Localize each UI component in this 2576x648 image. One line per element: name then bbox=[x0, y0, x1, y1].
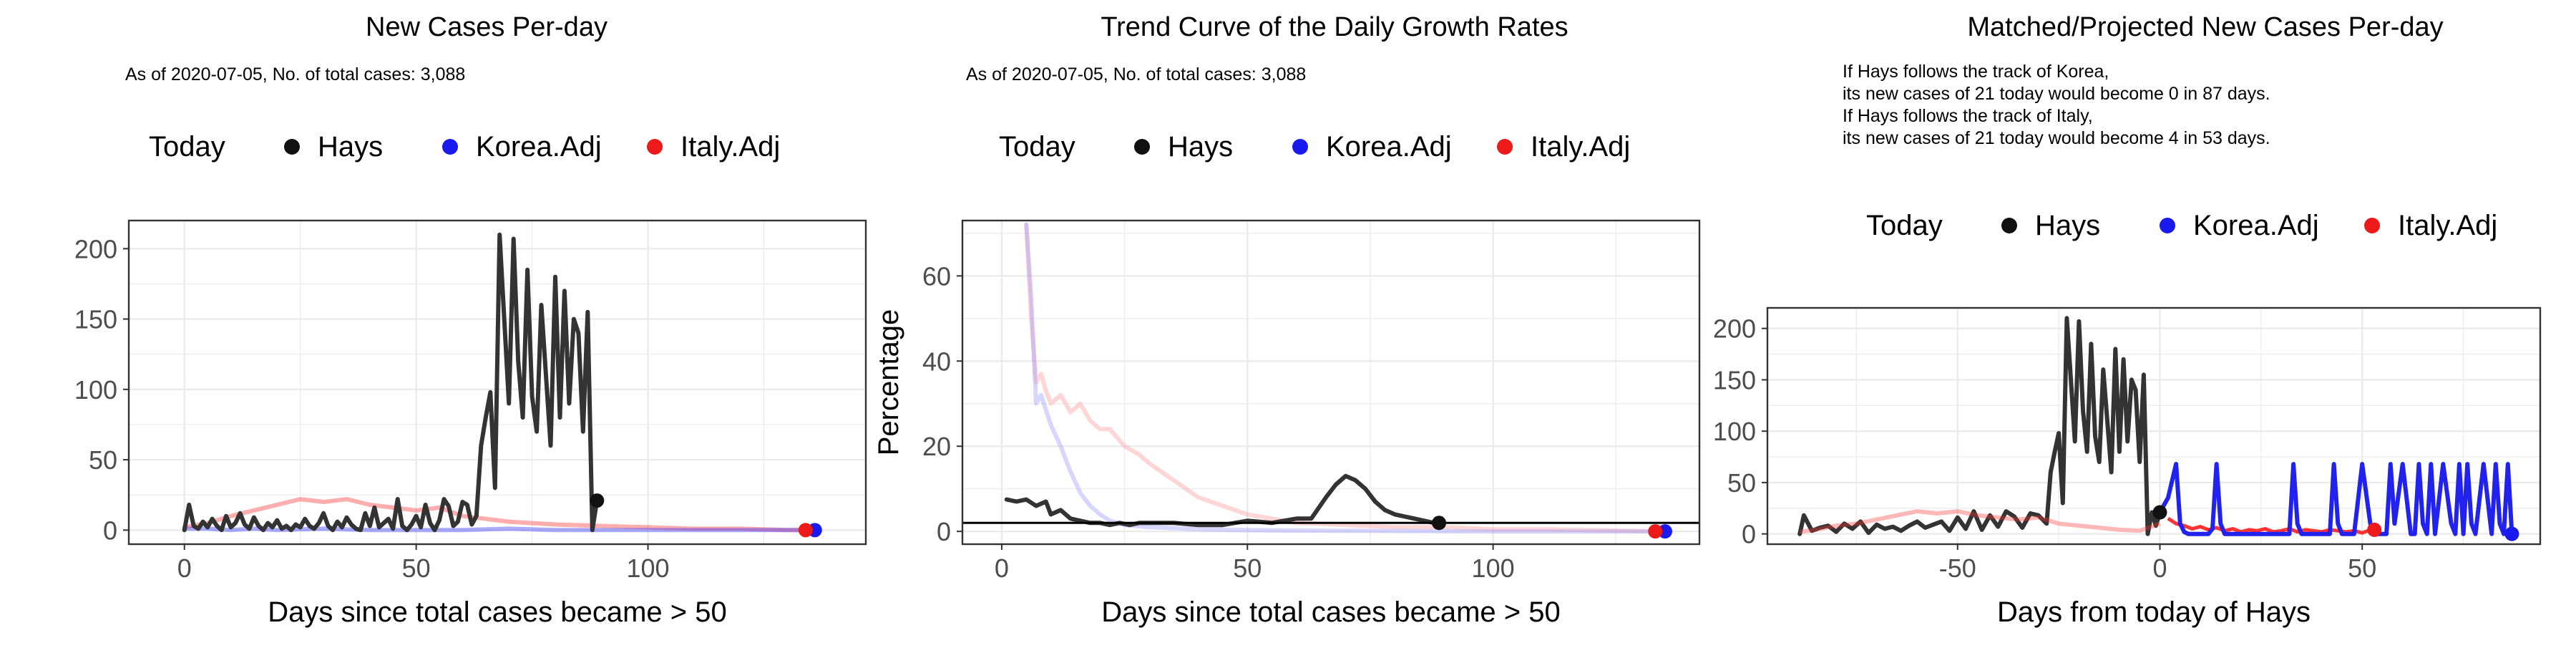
chart-title: Trend Curve of the Daily Growth Rates bbox=[1101, 12, 1568, 42]
today-point-hays bbox=[2152, 505, 2167, 520]
y-tick-label: 0 bbox=[103, 516, 117, 545]
legend-title: Today bbox=[149, 131, 225, 163]
legend-label: Hays bbox=[2035, 210, 2100, 241]
plot-background bbox=[1767, 308, 2540, 544]
data-layer bbox=[1797, 316, 2514, 536]
legend-key-italy-adj bbox=[1497, 139, 1513, 155]
plot-border bbox=[961, 219, 1701, 546]
y-axis-label: Percentage bbox=[873, 309, 904, 456]
data-layer bbox=[182, 232, 817, 533]
annotation-line: its new cases of 21 today would become 4… bbox=[1843, 128, 2270, 148]
x-tick-label: 0 bbox=[177, 553, 192, 583]
legend-label: Italy.Adj bbox=[680, 131, 780, 163]
series-line-korea-adj bbox=[1024, 222, 1667, 534]
legend: Today Hays Korea.Adj Italy.Adj bbox=[149, 131, 780, 163]
chart-subtitle: As of 2020-07-05, No. of total cases: 3,… bbox=[125, 64, 465, 84]
x-axis-label: Days since total cases became > 50 bbox=[1101, 596, 1560, 628]
series-line-italy-adj-history bbox=[1799, 509, 2161, 534]
chart-panel-2: Trend Curve of the Daily Growth Rates As … bbox=[873, 12, 1701, 628]
legend-title: Today bbox=[1866, 210, 1943, 241]
x-tick-label: 50 bbox=[2348, 553, 2376, 583]
annotation-line: If Hays follows the track of Italy, bbox=[1843, 106, 2093, 126]
legend-key-korea-adj bbox=[2160, 218, 2175, 233]
legend-key-korea-adj bbox=[442, 139, 458, 155]
y-tick-label: 50 bbox=[1727, 468, 1756, 498]
today-point-korea-adj bbox=[2504, 526, 2519, 541]
legend: Today Hays Korea.Adj Italy.Adj bbox=[1866, 210, 2497, 241]
annotation-line: its new cases of 21 today would become 0… bbox=[1843, 84, 2270, 104]
y-tick-label: 150 bbox=[1713, 365, 1756, 395]
series-line-italy-adj bbox=[1024, 222, 1658, 534]
legend-key-italy-adj bbox=[647, 139, 663, 155]
today-point-italy-adj bbox=[1648, 524, 1663, 539]
y-tick-label: 60 bbox=[922, 261, 951, 291]
legend-key-hays bbox=[284, 139, 300, 155]
x-tick-label: 0 bbox=[995, 553, 1009, 583]
y-tick-label: 100 bbox=[1713, 417, 1756, 446]
chart-panel-1: New Cases Per-day As of 2020-07-05, No. o… bbox=[74, 12, 867, 628]
chart-title: New Cases Per-day bbox=[366, 12, 608, 42]
chart-title: Matched/Projected New Cases Per-day bbox=[1967, 12, 2443, 42]
gridlines bbox=[1767, 308, 2540, 544]
x-tick-label: 100 bbox=[1472, 553, 1515, 583]
series-line-hays bbox=[182, 232, 600, 533]
legend-label: Hays bbox=[1168, 131, 1233, 163]
legend-label: Hays bbox=[318, 131, 383, 163]
y-tick-label: 100 bbox=[74, 375, 117, 405]
x-tick-label: 100 bbox=[626, 553, 669, 583]
legend-label: Italy.Adj bbox=[2398, 210, 2497, 241]
legend-key-hays bbox=[2001, 218, 2017, 233]
legend-label: Italy.Adj bbox=[1531, 131, 1630, 163]
x-tick-label: 50 bbox=[1233, 553, 1262, 583]
series-line-korea-adj bbox=[182, 526, 817, 533]
legend-label: Korea.Adj bbox=[1326, 131, 1452, 163]
y-tick-label: 50 bbox=[89, 445, 117, 475]
plot-border bbox=[127, 219, 867, 546]
plot-border bbox=[1766, 306, 2542, 546]
legend-key-italy-adj bbox=[2364, 218, 2380, 233]
chart-panel-3: Matched/Projected New Cases Per-day If Ha… bbox=[1713, 12, 2542, 628]
x-tick-label: 0 bbox=[2152, 553, 2167, 583]
legend-label: Korea.Adj bbox=[2193, 210, 2319, 241]
today-point-hays bbox=[1432, 516, 1447, 531]
x-tick-label: -50 bbox=[1939, 553, 1976, 583]
legend: Today Hays Korea.Adj Italy.Adj bbox=[999, 131, 1630, 163]
plot-background bbox=[962, 221, 1699, 544]
y-tick-label: 0 bbox=[937, 517, 951, 546]
y-tick-label: 0 bbox=[1742, 520, 1756, 549]
gridlines bbox=[962, 221, 1699, 544]
x-axis-label: Days from today of Hays bbox=[1997, 596, 2311, 628]
annotation-line: If Hays follows the track of Korea, bbox=[1843, 62, 2109, 82]
y-tick-label: 20 bbox=[922, 432, 951, 461]
legend-key-korea-adj bbox=[1292, 139, 1308, 155]
y-tick-label: 200 bbox=[1713, 314, 1756, 344]
series-line-korea-adj bbox=[2157, 462, 2514, 536]
legend-label: Korea.Adj bbox=[476, 131, 602, 163]
today-point-italy-adj bbox=[2367, 522, 2382, 537]
x-tick-label: 50 bbox=[402, 553, 431, 583]
legend-title: Today bbox=[999, 131, 1075, 163]
today-point-italy-adj bbox=[798, 523, 813, 538]
today-point-korea-adj bbox=[1657, 524, 1672, 539]
legend-key-hays bbox=[1134, 139, 1150, 155]
today-point-hays bbox=[590, 493, 605, 508]
y-tick-label: 40 bbox=[922, 347, 951, 376]
y-tick-label: 200 bbox=[74, 234, 117, 263]
x-axis-label: Days since total cases became > 50 bbox=[268, 596, 726, 628]
y-tick-label: 150 bbox=[74, 305, 117, 334]
chart-subtitle: As of 2020-07-05, No. of total cases: 3,… bbox=[966, 64, 1306, 84]
series-line-hays bbox=[1797, 316, 2162, 536]
